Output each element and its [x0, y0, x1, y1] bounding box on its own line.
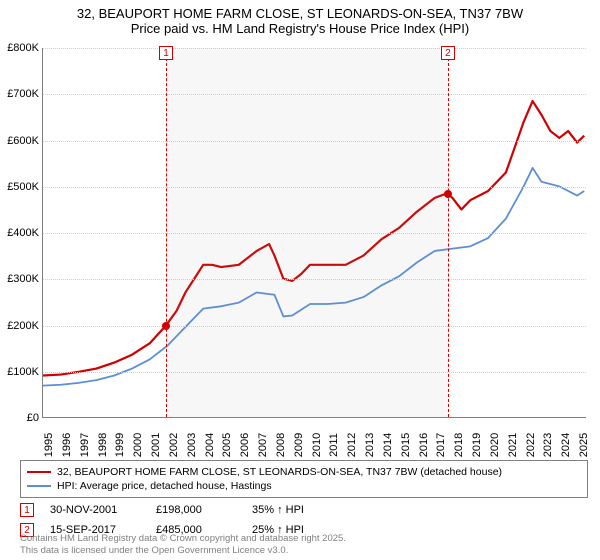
x-tick-label: 2016 [418, 433, 430, 457]
x-tick-label: 1999 [114, 433, 126, 457]
x-tick-label: 1995 [43, 433, 55, 457]
sale-date: 30-NOV-2001 [50, 504, 140, 516]
legend-row: 32, BEAUPORT HOME FARM CLOSE, ST LEONARD… [27, 465, 581, 479]
y-tick-label: £200K [1, 320, 39, 332]
sale-number-box: 1 [20, 503, 34, 517]
x-tick-label: 2025 [578, 433, 590, 457]
x-tick-label: 2024 [560, 433, 572, 457]
x-tick-label: 2003 [186, 433, 198, 457]
footer-line-1: Contains HM Land Registry data © Crown c… [20, 533, 346, 544]
x-tick-label: 2014 [382, 433, 394, 457]
y-tick-label: £0 [1, 412, 39, 424]
sale-price: £198,000 [156, 504, 236, 516]
sale-point-icon [444, 190, 452, 198]
chart-legend: 32, BEAUPORT HOME FARM CLOSE, ST LEONARD… [20, 460, 588, 498]
x-tick-label: 2020 [489, 433, 501, 457]
footer-attribution: Contains HM Land Registry data © Crown c… [20, 533, 346, 556]
legend-label: 32, BEAUPORT HOME FARM CLOSE, ST LEONARD… [57, 466, 502, 478]
x-tick-label: 2017 [435, 433, 447, 457]
legend-row: HPI: Average price, detached house, Hast… [27, 479, 581, 493]
x-tick-label: 2000 [132, 433, 144, 457]
x-tick-label: 2009 [293, 433, 305, 457]
x-tick-label: 2023 [542, 433, 554, 457]
sale-row: 1 30-NOV-2001 £198,000 35% ↑ HPI [20, 500, 304, 520]
y-tick-label: £400K [1, 227, 39, 239]
x-tick-label: 1996 [61, 433, 73, 457]
y-tick-label: £100K [1, 366, 39, 378]
x-tick-label: 2019 [471, 433, 483, 457]
sale-marker-number: 2 [441, 46, 455, 60]
y-tick-label: £700K [1, 88, 39, 100]
x-tick-label: 1997 [79, 433, 91, 457]
x-tick-label: 2006 [239, 433, 251, 457]
title-line-1: 32, BEAUPORT HOME FARM CLOSE, ST LEONARD… [8, 6, 592, 21]
x-tick-label: 2012 [346, 433, 358, 457]
sale-marker-line [448, 48, 449, 417]
sale-marker-number: 1 [159, 46, 173, 60]
legend-swatch [27, 471, 51, 473]
shaded-range [166, 48, 448, 417]
sale-marker-line [166, 48, 167, 417]
y-tick-label: £300K [1, 273, 39, 285]
x-tick-label: 2018 [453, 433, 465, 457]
x-tick-label: 2021 [507, 433, 519, 457]
x-tick-label: 2007 [257, 433, 269, 457]
x-tick-label: 2008 [275, 433, 287, 457]
x-tick-label: 2002 [168, 433, 180, 457]
x-tick-label: 2010 [311, 433, 323, 457]
x-tick-label: 1998 [97, 433, 109, 457]
title-line-2: Price paid vs. HM Land Registry's House … [8, 21, 592, 36]
x-tick-label: 2001 [150, 433, 162, 457]
x-tick-label: 2015 [400, 433, 412, 457]
x-tick-label: 2013 [364, 433, 376, 457]
sale-hpi: 35% ↑ HPI [252, 504, 304, 516]
x-tick-label: 2004 [204, 433, 216, 457]
chart-title: 32, BEAUPORT HOME FARM CLOSE, ST LEONARD… [0, 0, 600, 40]
sale-point-icon [162, 322, 170, 330]
legend-label: HPI: Average price, detached house, Hast… [57, 480, 272, 492]
y-tick-label: £600K [1, 135, 39, 147]
footer-line-2: This data is licensed under the Open Gov… [20, 545, 346, 556]
x-tick-label: 2005 [221, 433, 233, 457]
y-tick-label: £800K [1, 42, 39, 54]
legend-swatch [27, 485, 51, 487]
y-tick-label: £500K [1, 181, 39, 193]
x-tick-label: 2011 [328, 433, 340, 457]
chart-plot-area: £0£100K£200K£300K£400K£500K£600K£700K£80… [42, 48, 586, 418]
x-tick-label: 2022 [525, 433, 537, 457]
